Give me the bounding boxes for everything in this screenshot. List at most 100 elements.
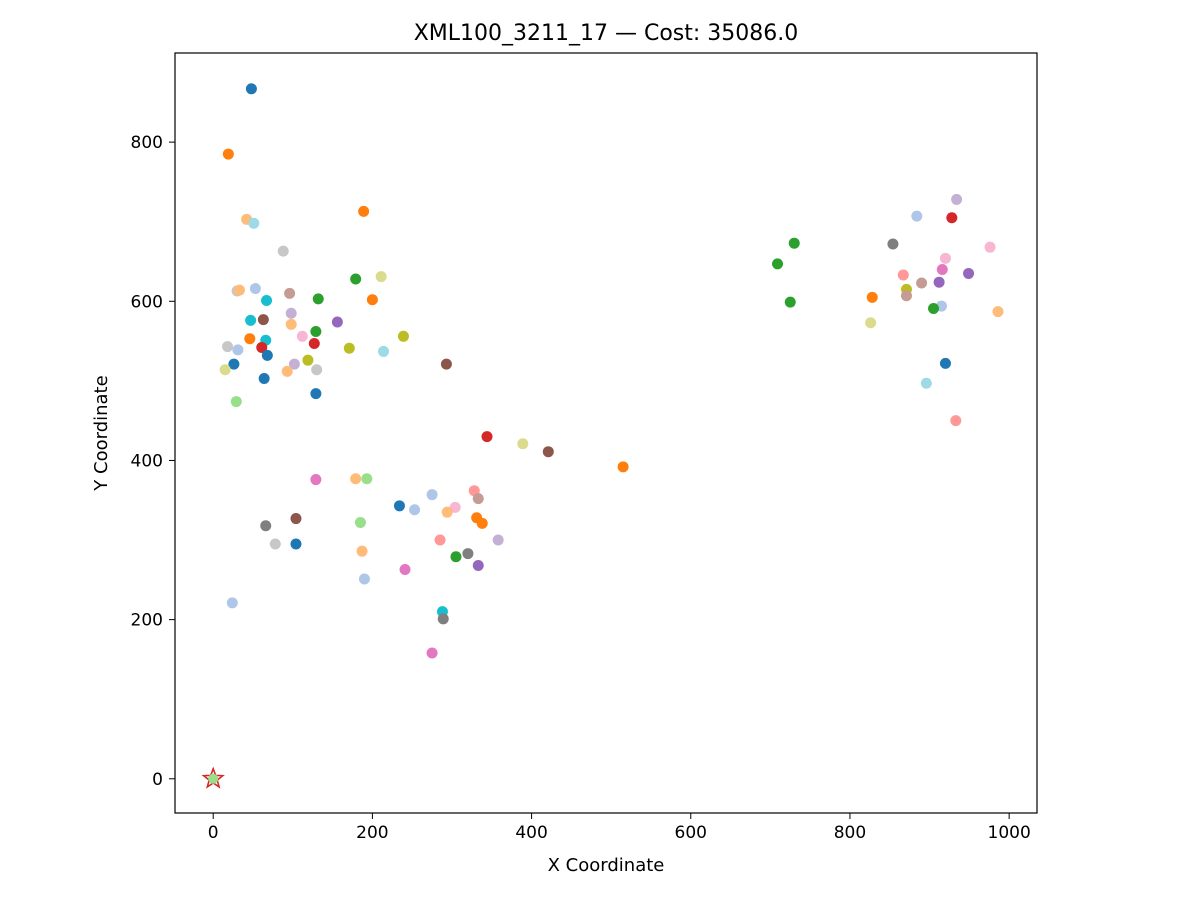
customer-point — [310, 388, 322, 400]
customer-point — [916, 277, 928, 289]
customer-point — [517, 438, 529, 450]
customer-point — [399, 563, 411, 575]
customer-point — [928, 302, 940, 314]
y-tick-label: 400 — [131, 451, 163, 471]
customer-point — [788, 237, 800, 249]
customer-point — [310, 474, 322, 486]
x-tick-label: 600 — [675, 823, 707, 843]
customer-point — [261, 349, 273, 361]
customer-point — [426, 489, 438, 501]
customer-point — [441, 506, 453, 518]
customer-point — [356, 545, 368, 557]
customer-point — [946, 212, 958, 224]
customer-point — [784, 296, 796, 308]
y-tick-label: 600 — [131, 292, 163, 312]
customer-point — [288, 358, 300, 370]
customer-point — [772, 258, 784, 270]
customer-point — [284, 287, 296, 299]
customer-point — [245, 314, 257, 326]
depot-point — [208, 773, 219, 784]
customer-point — [281, 365, 293, 377]
customer-point — [257, 314, 269, 326]
y-axis-label: Y Coordinate — [91, 375, 112, 491]
customer-point — [285, 307, 297, 319]
customer-point — [366, 294, 378, 306]
customer-point — [358, 205, 370, 217]
customer-point — [350, 473, 362, 485]
y-tick-label: 800 — [131, 133, 163, 153]
customer-point — [258, 372, 270, 384]
x-axis-ticks: 0 200 400 600 800 1000 — [208, 813, 1031, 843]
customer-point — [911, 210, 923, 222]
customer-point — [311, 364, 323, 376]
customer-point — [409, 504, 421, 516]
customer-point — [542, 446, 554, 458]
customer-point — [248, 217, 260, 229]
customer-point — [492, 534, 504, 546]
customer-point — [277, 245, 289, 257]
customer-point — [865, 317, 877, 329]
customer-point — [222, 341, 234, 353]
x-tick-label: 800 — [834, 823, 866, 843]
customer-point — [472, 493, 484, 505]
customer-point — [354, 517, 366, 529]
customer-points — [219, 83, 1004, 659]
customer-point — [393, 500, 405, 512]
customer-point — [290, 538, 302, 550]
customer-point — [440, 358, 452, 370]
customer-point — [951, 193, 963, 205]
customer-point — [245, 83, 257, 95]
chart-title: XML100_3211_17 — Cost: 35086.0 — [414, 21, 799, 46]
customer-point — [308, 337, 320, 349]
customer-point — [233, 284, 245, 296]
customer-point — [244, 333, 256, 345]
x-tick-label: 1000 — [988, 823, 1031, 843]
customer-point — [232, 344, 244, 356]
customer-point — [933, 276, 945, 288]
y-tick-label: 200 — [131, 611, 163, 631]
customer-point — [302, 354, 314, 366]
customer-point — [361, 473, 373, 485]
customer-point — [260, 520, 272, 532]
customer-point — [936, 263, 948, 275]
customer-point — [249, 283, 261, 295]
customer-point — [449, 501, 461, 513]
x-axis-label: X Coordinate — [548, 855, 665, 876]
customer-point — [378, 345, 390, 357]
customer-point — [939, 357, 951, 369]
customer-point — [434, 534, 446, 546]
customer-point — [230, 396, 242, 408]
customer-point — [397, 330, 409, 342]
customer-point — [900, 290, 912, 302]
customer-point — [426, 647, 438, 659]
customer-point — [222, 148, 234, 160]
customer-point — [472, 560, 484, 572]
y-tick-label: 0 — [152, 770, 163, 790]
customer-point — [350, 273, 362, 285]
customer-point — [228, 358, 240, 370]
customer-point — [920, 377, 932, 389]
x-tick-label: 200 — [356, 823, 388, 843]
customer-point — [358, 573, 370, 585]
customer-point — [897, 269, 909, 281]
customer-point — [450, 551, 462, 563]
customer-point — [992, 306, 1004, 318]
customer-point — [269, 538, 281, 550]
customer-point — [261, 294, 273, 306]
customer-point — [310, 326, 322, 338]
customer-point — [256, 341, 268, 353]
customer-point — [226, 597, 238, 609]
customer-point — [481, 431, 493, 443]
customer-point — [984, 241, 996, 253]
x-tick-label: 0 — [208, 823, 219, 843]
customer-point — [285, 318, 297, 330]
customer-point — [219, 364, 231, 376]
customer-point — [312, 293, 324, 305]
customer-point — [462, 548, 474, 560]
customer-point — [866, 291, 878, 303]
customer-point — [887, 238, 899, 250]
depot-marker-group — [201, 766, 225, 789]
customer-point — [331, 316, 343, 328]
